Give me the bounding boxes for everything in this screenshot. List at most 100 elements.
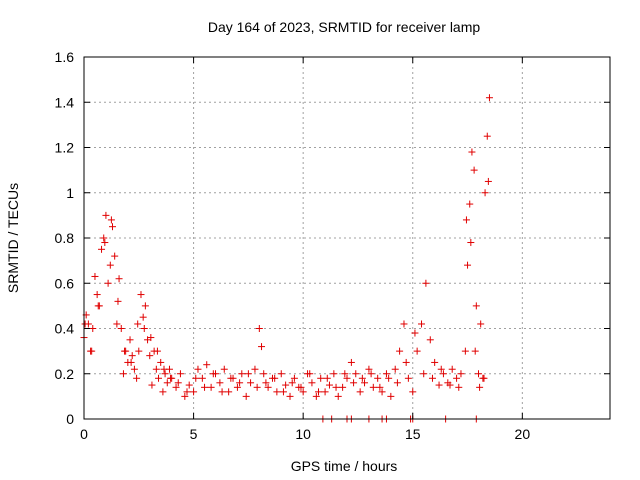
data-point [98, 245, 106, 253]
data-point [176, 370, 184, 378]
data-point [183, 388, 191, 396]
data-point [334, 392, 342, 400]
data-point [108, 223, 116, 231]
data-point [207, 383, 215, 391]
data-point [253, 383, 261, 391]
data-point [155, 374, 163, 382]
y-tick-label: 0.4 [55, 321, 75, 337]
data-point [361, 379, 369, 387]
data-point [127, 358, 135, 366]
data-point [181, 392, 189, 400]
data-point [299, 388, 307, 396]
data-point [325, 381, 333, 389]
y-tick-label: 0.2 [55, 366, 75, 382]
y-tick-label: 1 [66, 185, 74, 201]
data-point [341, 370, 349, 378]
data-point [192, 374, 200, 382]
x-tick-label: 20 [515, 426, 531, 442]
data-point [114, 297, 122, 305]
data-point [137, 291, 145, 299]
data-point [422, 279, 430, 287]
data-point [147, 334, 155, 342]
data-point [467, 239, 475, 247]
data-point [203, 361, 211, 369]
data-point [396, 347, 404, 355]
data-points [80, 94, 493, 423]
data-point [185, 381, 193, 389]
data-point [139, 313, 147, 321]
data-point [104, 279, 112, 287]
data-point [113, 320, 121, 328]
data-point [480, 374, 488, 382]
data-point [244, 370, 252, 378]
data-point [484, 177, 492, 185]
data-point [117, 325, 125, 332]
data-point [312, 392, 320, 400]
data-point [343, 374, 351, 382]
data-point [475, 370, 482, 378]
data-point [461, 347, 469, 355]
x-tick-label: 5 [190, 426, 198, 442]
data-point [315, 388, 323, 396]
data-point [277, 370, 285, 378]
data-point [365, 365, 373, 373]
data-point [119, 370, 127, 378]
data-point [435, 381, 443, 389]
y-tick-label: 0.8 [55, 230, 75, 246]
data-point [418, 320, 426, 328]
data-point [466, 200, 474, 208]
data-point [402, 358, 410, 366]
data-point [477, 320, 485, 328]
plot-frame [83, 56, 611, 420]
data-point [437, 365, 445, 373]
data-point [279, 388, 287, 396]
data-point [374, 374, 382, 382]
data-point [306, 370, 314, 378]
data-point [347, 358, 355, 366]
data-point [352, 370, 360, 378]
data-point [367, 370, 375, 378]
data-point [198, 374, 206, 382]
data-point [172, 383, 180, 391]
data-point [321, 388, 329, 396]
data-point [152, 365, 160, 373]
data-point [317, 374, 325, 382]
data-point [453, 374, 461, 382]
y-tick-label: 1.4 [55, 94, 75, 110]
data-point [102, 211, 110, 219]
y-tick-label: 1.2 [55, 140, 75, 156]
data-point [264, 383, 272, 391]
data-point [409, 388, 417, 396]
data-point [369, 383, 377, 391]
data-point [446, 381, 454, 389]
data-point [428, 374, 436, 382]
data-point [481, 189, 489, 197]
data-point [382, 370, 390, 378]
data-point [247, 379, 255, 387]
x-tick-label: 10 [295, 426, 311, 442]
data-point [140, 325, 148, 332]
data-point [297, 383, 305, 391]
data-point [135, 347, 143, 355]
data-point [153, 347, 161, 355]
x-tick-label: 15 [405, 426, 421, 442]
data-point [339, 383, 347, 391]
data-point [387, 392, 395, 400]
data-point [89, 325, 97, 332]
data-point [483, 132, 491, 140]
data-point [258, 343, 266, 351]
data-point [133, 374, 141, 382]
data-point [161, 370, 169, 378]
data-point [385, 374, 393, 382]
data-point [174, 379, 182, 387]
data-point [126, 336, 134, 344]
data-point [282, 381, 290, 389]
chart-title: Day 164 of 2023, SRMTID for receiver lam… [208, 19, 481, 35]
data-point [286, 392, 294, 400]
data-point [81, 320, 89, 328]
data-point [111, 252, 119, 260]
data-point [439, 370, 447, 378]
data-point [431, 358, 439, 366]
data-point [290, 374, 298, 382]
